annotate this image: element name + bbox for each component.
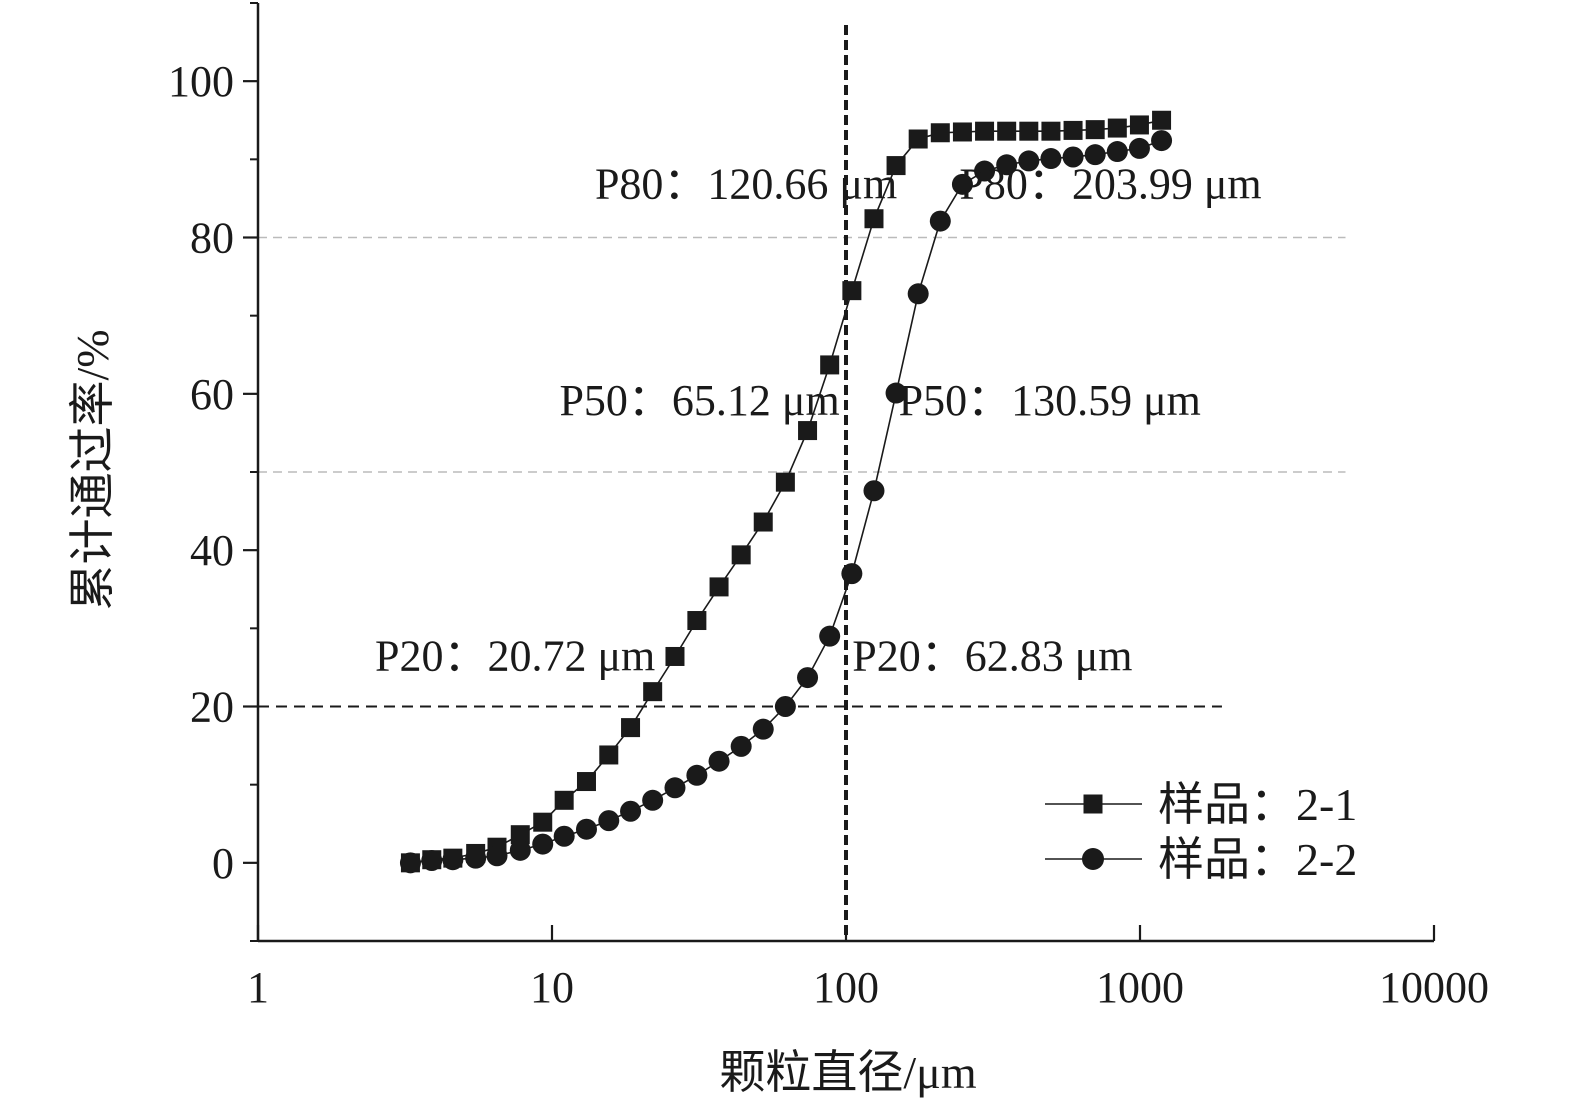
data-point-series-1	[643, 682, 663, 702]
data-point-series-2	[752, 718, 774, 740]
data-point-series-1	[997, 121, 1017, 141]
data-point-series-2	[664, 777, 686, 799]
data-series	[399, 110, 1173, 874]
data-point-series-1	[930, 123, 950, 143]
data-point-series-2	[1084, 144, 1106, 166]
legend-marker-circle	[1082, 848, 1104, 870]
annotations: P80：120.66 μm P80：203.99 μm P50：65.12 μm P5…	[375, 159, 1262, 680]
y-tick-label: 20	[190, 683, 234, 732]
y-axis-title: 累计通过率/%	[67, 329, 118, 610]
data-point-series-2	[442, 849, 464, 871]
annotation-5: P20：20.72 μm	[375, 632, 655, 681]
x-tick-label: 100	[813, 963, 879, 1012]
data-point-series-1	[709, 577, 729, 597]
y-tick-label: 80	[190, 214, 234, 263]
data-point-series-2	[399, 852, 421, 874]
data-point-series-2	[620, 800, 642, 822]
data-point-series-2	[819, 625, 841, 647]
data-point-series-1	[908, 129, 928, 149]
data-point-series-1	[687, 611, 707, 631]
data-point-series-1	[510, 825, 530, 845]
data-point-series-1	[975, 121, 995, 141]
data-point-series-1	[842, 281, 862, 301]
axes: 0 20 40 60 80 100 1 10 100 1000 10000	[168, 2, 1489, 1012]
data-point-series-2	[974, 160, 996, 182]
data-point-series-1	[753, 512, 773, 532]
legend-item-series-1: 样品：2-1	[1045, 779, 1357, 830]
y-tick-label: 100	[168, 57, 234, 106]
data-point-series-2	[951, 173, 973, 195]
series-line-2	[410, 139, 1162, 864]
y-tick-label: 40	[190, 526, 234, 575]
data-point-series-1	[599, 745, 619, 765]
data-point-series-1	[554, 790, 574, 810]
data-point-series-1	[621, 718, 641, 738]
data-point-series-2	[642, 789, 664, 811]
data-point-series-2	[486, 845, 508, 867]
data-point-series-2	[797, 667, 819, 689]
data-point-series-2	[708, 750, 730, 772]
data-point-series-2	[774, 696, 796, 717]
reference-lines	[258, 25, 1346, 941]
annotation-4: P50：130.59 μm	[899, 376, 1201, 425]
data-point-series-2	[421, 849, 443, 871]
x-tick-label: 1	[247, 963, 269, 1012]
legend: 样品：2-1 样品：2-2	[1045, 779, 1357, 885]
data-point-series-2	[996, 154, 1018, 176]
data-point-series-2	[907, 283, 929, 305]
annotation-3: P50：65.12 μm	[559, 376, 839, 425]
data-point-series-2	[553, 825, 575, 847]
legend-item-series-2: 样品：2-2	[1045, 834, 1357, 885]
data-point-series-2	[686, 764, 708, 786]
data-point-series-1	[1019, 121, 1039, 141]
data-point-series-2	[509, 839, 531, 861]
x-tick-label: 10	[530, 963, 574, 1012]
data-point-series-1	[1107, 118, 1127, 138]
data-point-series-2	[929, 210, 951, 232]
data-point-series-2	[863, 480, 885, 502]
data-point-series-2	[1151, 130, 1173, 152]
data-point-series-1	[775, 472, 795, 492]
x-tick-label: 1000	[1096, 963, 1184, 1012]
data-point-series-2	[1128, 137, 1150, 159]
data-point-series-2	[1018, 150, 1040, 172]
data-point-series-1	[1129, 115, 1149, 135]
data-point-series-1	[798, 421, 818, 441]
data-point-series-2	[532, 833, 554, 855]
data-point-series-1	[820, 355, 840, 375]
x-tick-label: 10000	[1379, 963, 1489, 1012]
annotation-6: P20：62.83 μm	[852, 632, 1132, 681]
data-point-series-1	[952, 122, 972, 142]
data-point-series-1	[533, 812, 553, 832]
annotation-2: P80：203.99 μm	[959, 159, 1261, 208]
data-point-series-1	[886, 156, 906, 176]
y-tick-label: 0	[212, 839, 234, 888]
legend-marker-square	[1083, 794, 1103, 814]
x-axis-title: 颗粒直径/μm	[719, 1047, 976, 1098]
data-point-series-1	[1063, 120, 1083, 140]
data-point-series-1	[576, 772, 596, 792]
data-point-series-2	[1062, 146, 1084, 168]
data-point-series-2	[575, 818, 597, 840]
data-point-series-1	[1152, 110, 1172, 130]
data-point-series-1	[1085, 120, 1105, 140]
data-point-series-1	[864, 209, 884, 229]
data-point-series-2	[1106, 141, 1128, 163]
data-point-series-2	[598, 810, 620, 832]
data-point-series-2	[465, 847, 487, 869]
y-tick-label: 60	[190, 370, 234, 419]
legend-label-series-1: 样品：2-1	[1158, 779, 1357, 830]
data-point-series-2	[885, 382, 907, 404]
annotation-1: P80：120.66 μm	[595, 159, 897, 208]
data-point-series-2	[841, 563, 863, 585]
data-point-series-2	[1040, 148, 1062, 170]
legend-label-series-2: 样品：2-2	[1158, 834, 1357, 885]
data-point-series-1	[1041, 121, 1061, 141]
data-point-series-1	[665, 646, 685, 666]
data-point-series-2	[730, 735, 752, 757]
data-point-series-1	[731, 545, 751, 565]
